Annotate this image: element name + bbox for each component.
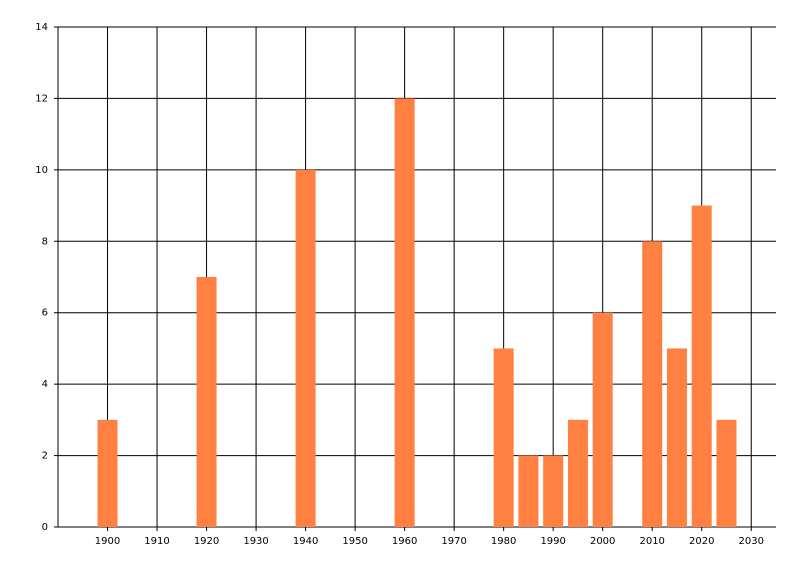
bar bbox=[394, 98, 415, 527]
x-tick-label: 1980 bbox=[491, 536, 516, 547]
bar bbox=[493, 348, 514, 527]
y-tick-label: 4 bbox=[42, 379, 48, 390]
x-tick-label: 2010 bbox=[639, 536, 664, 547]
x-tick-label: 1930 bbox=[243, 536, 268, 547]
x-tick-label: 1960 bbox=[392, 536, 417, 547]
bar bbox=[518, 455, 539, 527]
bar bbox=[666, 348, 687, 527]
x-tick-label: 1950 bbox=[342, 536, 367, 547]
y-tick-label: 0 bbox=[42, 522, 48, 533]
x-tick-label: 1990 bbox=[540, 536, 565, 547]
x-tick-label: 2030 bbox=[739, 536, 764, 547]
x-tick-label: 1920 bbox=[194, 536, 219, 547]
y-tick-label: 6 bbox=[42, 308, 48, 319]
bar bbox=[295, 169, 316, 527]
bar bbox=[592, 312, 613, 527]
y-tick-label: 8 bbox=[42, 236, 48, 247]
bar bbox=[543, 455, 564, 527]
bar bbox=[196, 277, 217, 527]
y-tick-label: 10 bbox=[35, 165, 48, 176]
bar bbox=[97, 419, 118, 527]
y-tick-label: 12 bbox=[35, 93, 48, 104]
bar bbox=[691, 205, 712, 528]
bar bbox=[567, 419, 588, 527]
y-tick-label: 2 bbox=[42, 451, 48, 462]
bar bbox=[642, 241, 663, 528]
x-tick-label: 1970 bbox=[441, 536, 466, 547]
x-tick-label: 2020 bbox=[689, 536, 714, 547]
x-tick-label: 1900 bbox=[95, 536, 120, 547]
y-tick-label: 14 bbox=[35, 22, 48, 33]
x-tick-label: 1940 bbox=[293, 536, 318, 547]
x-tick-label: 1910 bbox=[144, 536, 169, 547]
x-tick-label: 2000 bbox=[590, 536, 615, 547]
bar bbox=[716, 419, 737, 527]
